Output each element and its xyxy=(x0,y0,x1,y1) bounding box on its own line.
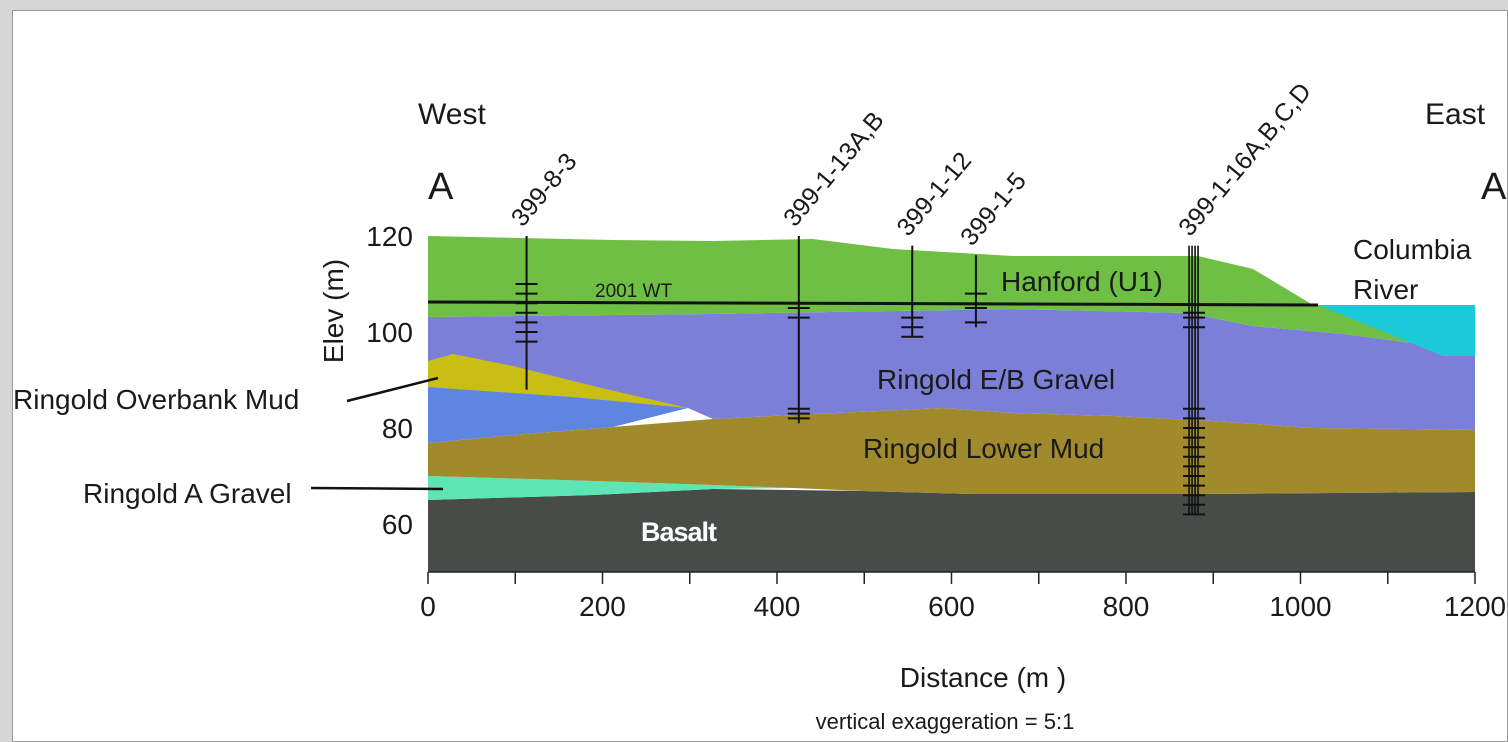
water-table-label: 2001 WT xyxy=(595,281,672,302)
x-tick-label: 1000 xyxy=(1269,591,1331,622)
ringold-overbank-mud-label: Ringold Overbank Mud xyxy=(13,384,299,415)
cross-section-diagram: 2001 WT 399-8-3 399-1-13A,B 399-1-12399-1-… xyxy=(13,78,1508,734)
well-label: 399-1-16A,B,C,D xyxy=(1173,78,1317,242)
section-end-label: A' xyxy=(1481,166,1508,208)
y-tick-label: 120 xyxy=(366,221,413,252)
a-gravel-leader xyxy=(310,486,444,491)
ringold-overbank-mud-layer xyxy=(428,354,688,408)
ringold-lower-mud-layer xyxy=(428,408,1475,494)
y-axis-ticks: 60 80 100 120 xyxy=(366,221,413,540)
x-tick-label: 400 xyxy=(754,591,801,622)
ringold-lower-mud-label: Ringold Lower Mud xyxy=(863,433,1104,464)
well-label: 399-1-5 xyxy=(955,167,1032,251)
stratigraphic-layers xyxy=(428,236,1475,572)
section-start-label: A xyxy=(428,166,454,208)
y-axis-label: Elev (m) xyxy=(318,259,349,363)
hanford-layer xyxy=(428,236,1475,356)
vertical-exaggeration-note: vertical exaggeration = 5:1 xyxy=(816,709,1075,734)
ringold-a-gravel-label: Ringold A Gravel xyxy=(83,478,292,509)
y-tick-label: 80 xyxy=(382,413,413,444)
figure-frame: 2001 WT 399-8-3 399-1-13A,B 399-1-12 399-1-… xyxy=(12,10,1508,742)
x-tick-label: 0 xyxy=(420,591,436,622)
water-table-line xyxy=(427,300,1319,307)
x-axis-ticks: 0 200 400 600 800 1000 1200 xyxy=(420,572,1506,622)
columbia-label: Columbia xyxy=(1353,234,1472,265)
ringold-eb-gravel-layer xyxy=(428,309,1475,430)
well-label: 399-1-13A,B xyxy=(778,106,890,232)
river-label: River xyxy=(1353,274,1418,305)
basalt-label: Basalt xyxy=(641,517,717,547)
overbank-mud-leader xyxy=(346,376,439,403)
x-tick-label: 600 xyxy=(928,591,975,622)
hanford-label: Hanford (U1) xyxy=(1001,266,1163,297)
columbia-river xyxy=(1318,305,1475,356)
y-tick-label: 60 xyxy=(382,509,413,540)
basalt-layer xyxy=(428,489,1475,572)
ringold-eb-gravel-label: Ringold E/B Gravel xyxy=(877,364,1115,395)
y-tick-label: 100 xyxy=(366,317,413,348)
x-axis-label: Distance (m ) xyxy=(900,662,1066,693)
x-tick-label: 800 xyxy=(1103,591,1150,622)
x-tick-label: 200 xyxy=(579,591,626,622)
x-tick-label: 1200 xyxy=(1444,591,1506,622)
wells-group xyxy=(515,236,1206,516)
ringold-a-gravel-layer xyxy=(428,476,793,500)
direction-west-label: West xyxy=(418,98,486,131)
ringold-lower-gravel-layer xyxy=(428,387,688,443)
well-label: 399-8-3 xyxy=(506,148,583,232)
direction-east-label: East xyxy=(1425,98,1486,131)
